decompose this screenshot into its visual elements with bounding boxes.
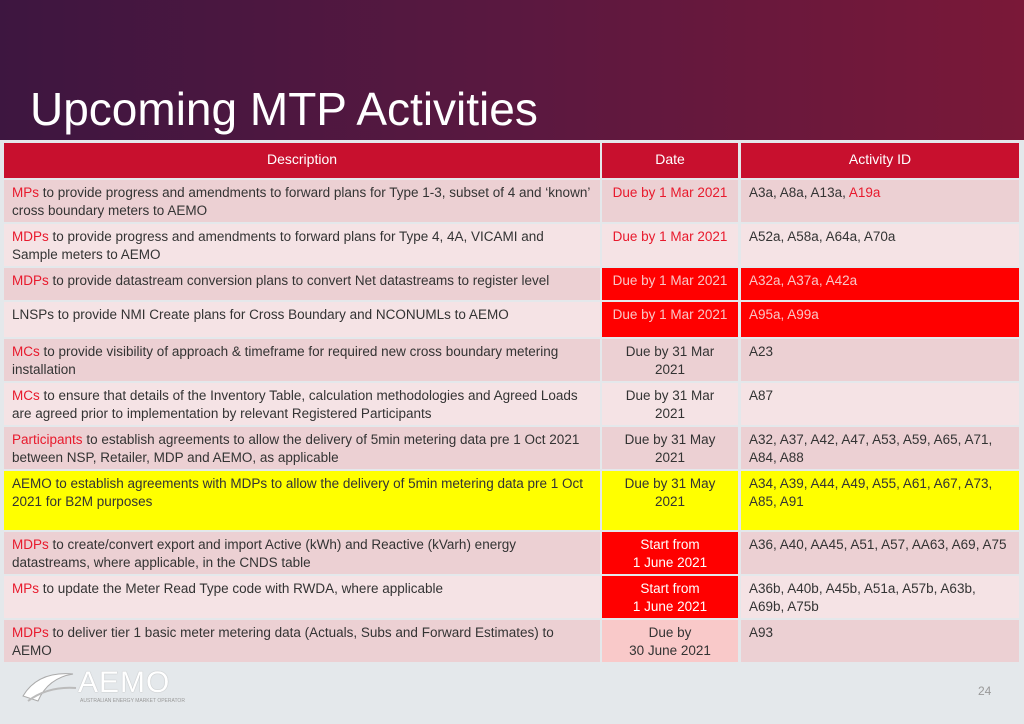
date-cell: Start from 1 June 2021	[602, 532, 738, 574]
activity-ids: A95a, A99a	[749, 307, 819, 322]
date-cell: Due by 31 Mar 2021	[602, 383, 738, 425]
description-cell: MDPs to deliver tier 1 basic meter meter…	[4, 620, 600, 662]
activity-cell: A36b, A40b, A45b, A51a, A57b, A63b, A69b…	[741, 576, 1019, 618]
logo-subtitle: AUSTRALIAN ENERGY MARKET OPERATOR	[80, 698, 185, 704]
description-cell: MPs to update the Meter Read Type code w…	[4, 576, 600, 618]
column-header: Activity ID	[741, 143, 1019, 178]
column-header: Date	[602, 143, 738, 178]
description-cell: MDPs to provide progress and amendments …	[4, 224, 600, 266]
page-number: 24	[978, 684, 992, 698]
date-line: Due by 31 May	[624, 432, 716, 447]
description-cell: MDPs to create/convert export and import…	[4, 532, 600, 574]
activity-cell: A23	[741, 339, 1019, 381]
activity-ids: A32a, A37a, A42a	[749, 273, 858, 288]
activity-ids: A36b, A40b, A45b, A51a, A57b, A63b, A69b…	[749, 581, 976, 614]
description-cell: MDPs to provide datastream conversion pl…	[4, 268, 600, 300]
date-line: Start from	[640, 537, 700, 552]
description: to create/convert export and import Acti…	[12, 537, 516, 570]
description-cell: MPs to provide progress and amendments t…	[4, 180, 600, 222]
role: MCs	[12, 388, 40, 403]
date-cell: Due by 1 Mar 2021	[602, 224, 738, 266]
activity-cell: A93	[741, 620, 1019, 662]
date-line: Due by 1 Mar 2021	[612, 229, 728, 244]
activity-cell: A32a, A37a, A42a	[741, 268, 1019, 300]
activity-cell: A3a, A8a, A13a, A19a	[741, 180, 1019, 222]
description: to update the Meter Read Type code with …	[42, 581, 443, 596]
date-line: 2021	[654, 406, 686, 421]
column-header: Description	[4, 143, 600, 178]
role: MDPs	[12, 537, 49, 552]
description: to provide visibility of approach & time…	[12, 344, 559, 377]
role: Participants	[12, 432, 83, 447]
activity-ids: A34, A39, A44, A49, A55, A61, A67, A73, …	[749, 476, 993, 509]
activity-ids: A52a, A58a, A64a, A70a	[749, 229, 896, 244]
activity-ids: A93	[749, 625, 774, 640]
activity-cell: A34, A39, A44, A49, A55, A61, A67, A73, …	[741, 471, 1019, 530]
description-cell: Participants to establish agreements to …	[4, 427, 600, 469]
description: to deliver tier 1 basic meter metering d…	[12, 625, 554, 658]
description: AEMO to establish agreements with MDPs t…	[12, 476, 584, 509]
activity-cell: A52a, A58a, A64a, A70a	[741, 224, 1019, 266]
date-cell: Due by 1 Mar 2021	[602, 180, 738, 222]
date-line: Due by 1 Mar 2021	[612, 307, 728, 322]
role: MDPs	[12, 229, 49, 244]
date-line: 1 June 2021	[632, 555, 708, 570]
date-cell: Due by 30 June 2021	[602, 620, 738, 662]
date-cell: Due by 31 May 2021	[602, 427, 738, 469]
activity-ids: A3a, A8a, A13a,	[749, 185, 846, 200]
activity-ids: A36, A40, AA45, A51, A57, AA63, A69, A75	[749, 537, 1007, 552]
date-line: Due by 1 Mar 2021	[612, 273, 728, 288]
activity-ids: A87	[749, 388, 774, 403]
description-cell: MCs to ensure that details of the Invent…	[4, 383, 600, 425]
description-cell: LNSPs to provide NMI Create plans for Cr…	[4, 302, 600, 337]
date-line: 1 June 2021	[632, 599, 708, 614]
description: LNSPs to provide NMI Create plans for Cr…	[12, 307, 509, 322]
role: MDPs	[12, 625, 49, 640]
role: MPs	[12, 185, 39, 200]
logo: AEMO	[78, 666, 171, 699]
description: to provide datastream conversion plans t…	[52, 273, 550, 288]
date-line: Start from	[640, 581, 700, 596]
date-line: Due by	[648, 625, 692, 640]
activity-cell: A87	[741, 383, 1019, 425]
activity-cell: A32, A37, A42, A47, A53, A59, A65, A71, …	[741, 427, 1019, 469]
date-cell: Due by 31 Mar 2021	[602, 339, 738, 381]
description: to ensure that details of the Inventory …	[12, 388, 578, 421]
role: MDPs	[12, 273, 49, 288]
date-cell: Due by 31 May 2021	[602, 471, 738, 530]
description: to provide progress and amendments to fo…	[12, 185, 590, 218]
date-line: Due by 31 Mar	[625, 344, 715, 359]
header-band	[0, 0, 1024, 140]
role: MCs	[12, 344, 40, 359]
date-cell: Due by 1 Mar 2021	[602, 268, 738, 300]
description-cell: AEMO to establish agreements with MDPs t…	[4, 471, 600, 530]
date-line: 2021	[654, 450, 686, 465]
activity-cell: A95a, A99a	[741, 302, 1019, 337]
activity-ids: A32, A37, A42, A47, A53, A59, A65, A71, …	[749, 432, 993, 465]
date-line: 2021	[654, 362, 686, 377]
activity-cell: A36, A40, AA45, A51, A57, AA63, A69, A75	[741, 532, 1019, 574]
date-line: 2021	[654, 494, 686, 509]
activity-id-highlight: A19a	[848, 185, 881, 200]
title: Upcoming MTP Activities	[30, 83, 538, 135]
description: to establish agreements to allow the del…	[12, 432, 580, 465]
date-cell: Start from 1 June 2021	[602, 576, 738, 618]
activity-ids: A23	[749, 344, 774, 359]
date-line: Due by 31 Mar	[625, 388, 715, 403]
date-cell: Due by 1 Mar 2021	[602, 302, 738, 337]
description-cell: MCs to provide visibility of approach & …	[4, 339, 600, 381]
description: to provide progress and amendments to fo…	[12, 229, 544, 262]
date-line: Due by 1 Mar 2021	[612, 185, 728, 200]
date-line: 30 June 2021	[629, 643, 711, 658]
role: MPs	[12, 581, 39, 596]
logo-mark	[22, 673, 77, 702]
date-line: Due by 31 May	[624, 476, 716, 491]
